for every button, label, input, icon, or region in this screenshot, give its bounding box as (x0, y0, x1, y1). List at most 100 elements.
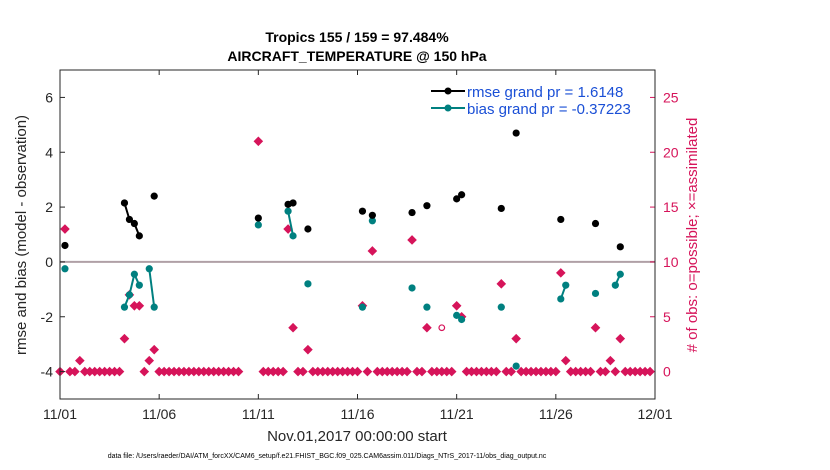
obs-count-marker (620, 366, 631, 377)
obs-count-marker (451, 300, 462, 311)
right-y-tick-label: 20 (663, 144, 679, 160)
footer-data-file: data file: /Users/raeder/DAI/ATM_forcXX/… (108, 453, 547, 460)
obs-count-marker (189, 366, 199, 377)
obs-count-marker (303, 344, 313, 355)
rmse-point (135, 232, 143, 240)
legend-bias-marker (444, 104, 452, 112)
obs-count-marker (218, 366, 229, 377)
obs-count-marker (347, 366, 358, 377)
obs-count-marker (134, 300, 145, 311)
y-tick-label: 6 (45, 89, 53, 105)
obs-count-marker (471, 366, 482, 377)
legend-rmse-label: rmse grand pr = 1.6148 (467, 84, 623, 101)
obs-count-marker (555, 268, 566, 278)
obs-count-marker (635, 366, 645, 377)
obs-count-marker (288, 322, 298, 333)
obs-count-marker (273, 366, 283, 377)
rmse-point (358, 207, 367, 215)
obs-count-marker (580, 366, 591, 377)
x-tick-label: 11/11 (242, 406, 275, 422)
obs-count-marker (149, 344, 160, 355)
obs-count-marker (337, 366, 348, 377)
bias-point (408, 284, 416, 292)
obs-count-marker (169, 366, 179, 377)
obs-count-marker (511, 333, 521, 344)
obs-count-marker (630, 366, 640, 377)
obs-count-marker (342, 366, 353, 377)
rmse-point (289, 199, 297, 207)
rmse-point (423, 202, 431, 210)
x-tick-label: 11/16 (341, 406, 375, 422)
obs-count-marker (298, 366, 308, 377)
x-tick-label: 11/06 (142, 406, 176, 422)
obs-count-marker (491, 366, 502, 377)
obs-count-marker (640, 366, 650, 377)
obs-count-marker (228, 366, 239, 377)
rmse-point (408, 208, 416, 217)
bias-point (458, 315, 466, 324)
obs-count-marker (164, 366, 174, 377)
obs-count-marker (322, 366, 333, 377)
obs-count-marker (362, 366, 373, 377)
obs-count-marker (461, 366, 472, 377)
obs-count-marker (233, 366, 244, 377)
obs-count-marker (600, 366, 611, 377)
obs-count-marker (60, 224, 70, 234)
obs-count-marker (372, 366, 383, 377)
x-tick-label: 11/01 (43, 406, 77, 422)
obs-count-marker (65, 366, 75, 377)
bias-line-segment (287, 210, 295, 237)
obs-count-marker (382, 366, 393, 377)
rmse-point (616, 243, 624, 251)
obs-count-marker (546, 366, 556, 377)
bias-point (130, 270, 138, 278)
obs-count-marker (75, 355, 85, 366)
obs-count-marker (208, 366, 219, 377)
obs-count-marker (610, 366, 621, 377)
obs-count-marker (263, 366, 274, 377)
y-tick-label: 4 (45, 144, 53, 160)
obs-count-marker (179, 366, 189, 377)
bias-point (512, 362, 520, 370)
obs-count-marker (99, 366, 110, 377)
obs-count-marker (407, 235, 417, 245)
right-y-tick-label: 5 (663, 309, 671, 325)
obs-count-marker (253, 136, 264, 147)
obs-count-marker (94, 366, 105, 377)
obs-count-marker (605, 355, 616, 366)
legend: rmse grand pr = 1.6148 bias grand pr = -… (431, 84, 631, 118)
obs-count-marker (213, 366, 224, 377)
obs-count-marker (367, 246, 378, 256)
bias-point (616, 270, 624, 278)
obs-count-marker (352, 366, 363, 377)
obs-count-marker (114, 366, 125, 377)
rmse-point (497, 204, 505, 213)
bias-point (145, 265, 153, 273)
bias-point (289, 232, 297, 240)
y-axis-left: -4 -2 0 2 4 6 (41, 89, 65, 380)
obs-count-marker (422, 322, 432, 333)
rmse-point (453, 195, 461, 203)
rmse-point (591, 219, 600, 228)
bias-point (423, 303, 431, 311)
obs-count-marker (79, 366, 90, 377)
obs-count-marker (308, 366, 318, 377)
obs-count-marker (481, 366, 492, 377)
obs-count-marker (144, 355, 155, 366)
obs-count-marker (446, 366, 457, 377)
obs-count-marker (427, 366, 437, 377)
obs-count-marker (402, 366, 412, 377)
bias-point (135, 281, 143, 289)
obs-count-marker (496, 279, 507, 289)
rmse-point (254, 214, 262, 222)
rmse-point (304, 225, 312, 233)
obs-count-marker (70, 366, 80, 377)
bias-point (150, 303, 158, 311)
obs-count-marker (174, 366, 184, 377)
y-axis-label-right: # of obs: o=possible; ×=assimilated (684, 118, 701, 353)
obs-count-marker (327, 366, 338, 377)
obs-count-marker (575, 366, 586, 377)
obs-count-marker (332, 366, 343, 377)
obs-count-marker (501, 366, 512, 377)
